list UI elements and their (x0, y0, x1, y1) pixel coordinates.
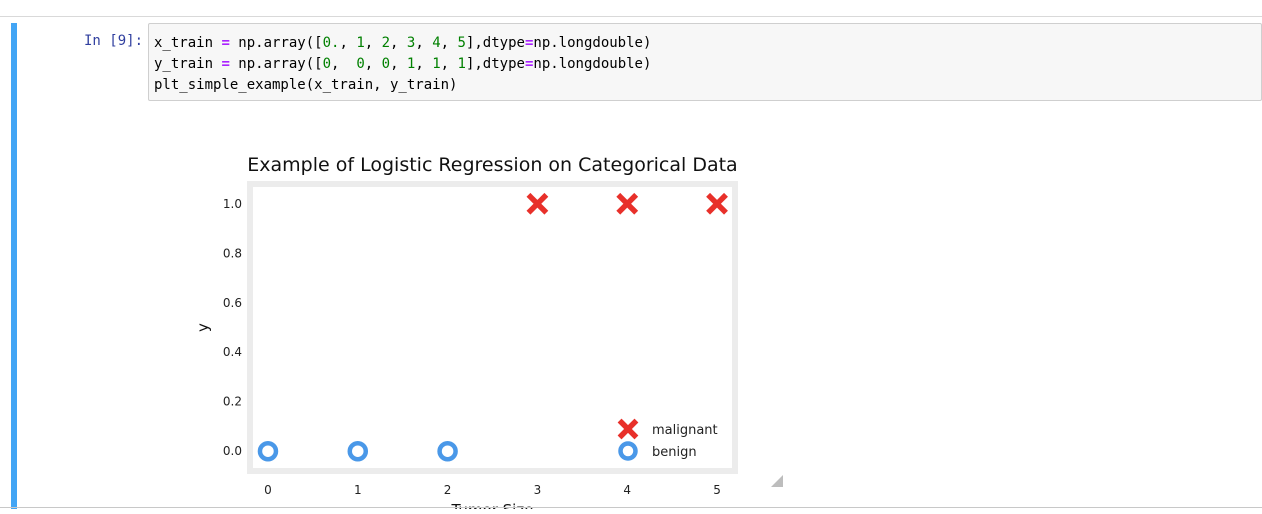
code-token: 0 (356, 56, 365, 72)
code-line: plt_simple_example(x_train, y_train) (154, 77, 457, 93)
code-token: , (339, 35, 357, 51)
code-token: 0 (322, 56, 332, 72)
code-token: = (524, 35, 534, 51)
code-token: np.array([ (229, 35, 323, 51)
x-tick-label: 2 (444, 483, 452, 497)
code-token: plt_simple_example(x_train, y_train) (154, 77, 458, 93)
plot-area (247, 181, 738, 474)
y-axis-label: y (194, 323, 212, 332)
code-token: y_train (154, 56, 222, 72)
y-tick-label: 1.0 (223, 197, 242, 211)
code-token: 2 (381, 35, 391, 51)
resize-handle-icon[interactable] (771, 475, 783, 487)
y-tick-label: 0.2 (223, 395, 242, 409)
code-token: 1 (406, 56, 416, 72)
code-token: 0 (381, 56, 391, 72)
malignant-point (616, 192, 639, 215)
benign-point (257, 440, 279, 462)
y-tick-label: 0.8 (223, 246, 242, 260)
scatter-plot: Example of Logistic Regression on Catego… (194, 154, 738, 509)
code-token: = (221, 56, 230, 72)
code-token: , (415, 56, 433, 72)
code-token: ],dtype (465, 56, 525, 72)
code-token: 1 (432, 56, 441, 72)
notebook-bottom-divider (0, 507, 1262, 508)
legend-label: malignant (652, 423, 718, 438)
code-token: np.array([ (229, 56, 323, 72)
x-tick-label: 5 (713, 483, 721, 497)
code-token: x_train (154, 35, 222, 51)
x-tick-label: 1 (354, 483, 362, 497)
code-line: x_train = np.array([0., 1, 2, 3, 4, 5],d… (154, 35, 651, 51)
x-tick-label: 4 (623, 483, 631, 497)
input-prompt: In [9]: (84, 33, 144, 49)
legend-label: benign (652, 445, 697, 460)
legend-marker-benign (618, 441, 638, 461)
code-cell[interactable]: In [9]: x_train = np.array([0., 1, 2, 3,… (11, 23, 1262, 509)
code-token: ],dtype (465, 35, 525, 51)
code-editor[interactable]: x_train = np.array([0., 1, 2, 3, 4, 5],d… (148, 23, 1262, 101)
y-tick-label: 0.0 (223, 444, 242, 458)
y-tick-label: 0.6 (223, 296, 242, 310)
code-line: y_train = np.array([0, 0, 0, 1, 1, 1],dt… (154, 56, 651, 72)
code-token: , (440, 56, 458, 72)
code-token: 1 (356, 35, 365, 51)
notebook-top-divider (0, 16, 1262, 17)
malignant-point (706, 192, 728, 215)
code-text[interactable]: x_train = np.array([0., 1, 2, 3, 4, 5],d… (154, 33, 651, 96)
code-token: np.longdouble) (533, 35, 652, 51)
code-token: , (390, 56, 407, 72)
y-tick-label: 0.4 (223, 345, 242, 359)
legend-marker-malignant (617, 418, 639, 440)
cell-selection-indicator (11, 23, 17, 509)
benign-point (437, 440, 458, 462)
code-token: 0. (322, 35, 340, 51)
x-tick-label: 0 (264, 483, 272, 497)
benign-point (347, 440, 369, 462)
x-tick-label: 3 (534, 483, 542, 497)
code-token: 1 (457, 56, 466, 72)
code-token: 4 (432, 35, 441, 51)
x-axis-label: Tumor Size (451, 501, 534, 509)
chart-title: Example of Logistic Regression on Catego… (247, 154, 737, 176)
code-token: 5 (457, 35, 466, 51)
code-token: , (364, 56, 382, 72)
code-token: , (364, 35, 382, 51)
code-token: , (440, 35, 458, 51)
code-token: = (221, 35, 230, 51)
code-token: np.longdouble) (533, 56, 652, 72)
malignant-point (526, 192, 549, 215)
cell-output: Example of Logistic Regression on Catego… (148, 109, 848, 509)
code-token: = (524, 56, 534, 72)
code-token: , (390, 35, 407, 51)
code-token: 3 (406, 35, 416, 51)
code-token: , (415, 35, 433, 51)
code-token: , (331, 56, 357, 72)
